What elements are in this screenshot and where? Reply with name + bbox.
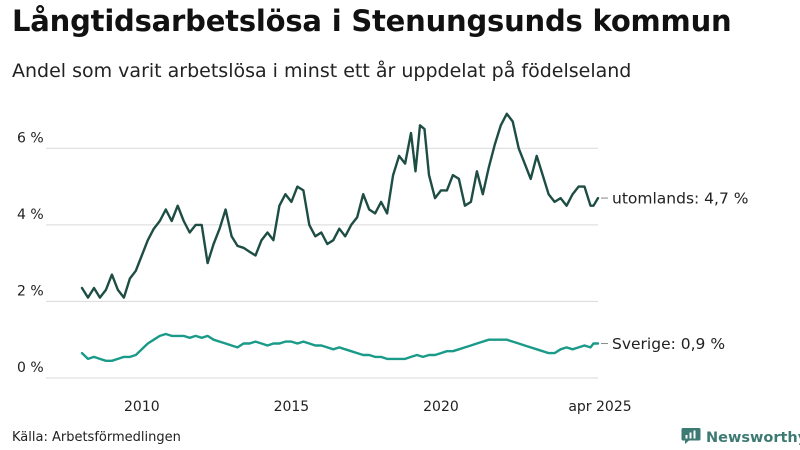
end-label-utomlands: utomlands: 4,7 % — [612, 190, 748, 208]
series-lines — [80, 112, 600, 362]
brand-logo: Newsworthy — [681, 427, 800, 449]
series-end-labels: utomlands: 4,7 % Sverige: 0,9 % — [601, 190, 748, 353]
x-tick-label: 2015 — [274, 399, 310, 415]
end-label-sverige: Sverige: 0,9 % — [612, 335, 725, 353]
x-tick-label: 2010 — [124, 399, 160, 415]
axis-tick-labels: 0 % 2 % 4 % 6 % 2010 2015 2020 apr 2025 — [17, 130, 632, 415]
series-line-utomlands — [80, 112, 600, 299]
chart-title: Långtidsarbetslösa i Stenungsunds kommun — [12, 4, 732, 38]
y-tick-label: 0 % — [17, 360, 44, 376]
series-line-sverige — [80, 332, 600, 362]
newsworthy-logo-icon — [681, 427, 701, 449]
brand-name: Newsworthy — [706, 430, 800, 446]
y-tick-label: 6 % — [17, 130, 44, 146]
chart-subtitle: Andel som varit arbetslösa i minst ett å… — [12, 60, 632, 82]
source-note: Källa: Arbetsförmedlingen — [12, 430, 181, 445]
x-tick-label: apr 2025 — [568, 399, 631, 415]
grid-lines — [46, 147, 598, 379]
y-tick-label: 2 % — [17, 283, 44, 299]
x-tick-label: 2020 — [423, 399, 459, 415]
y-tick-label: 4 % — [17, 207, 44, 223]
